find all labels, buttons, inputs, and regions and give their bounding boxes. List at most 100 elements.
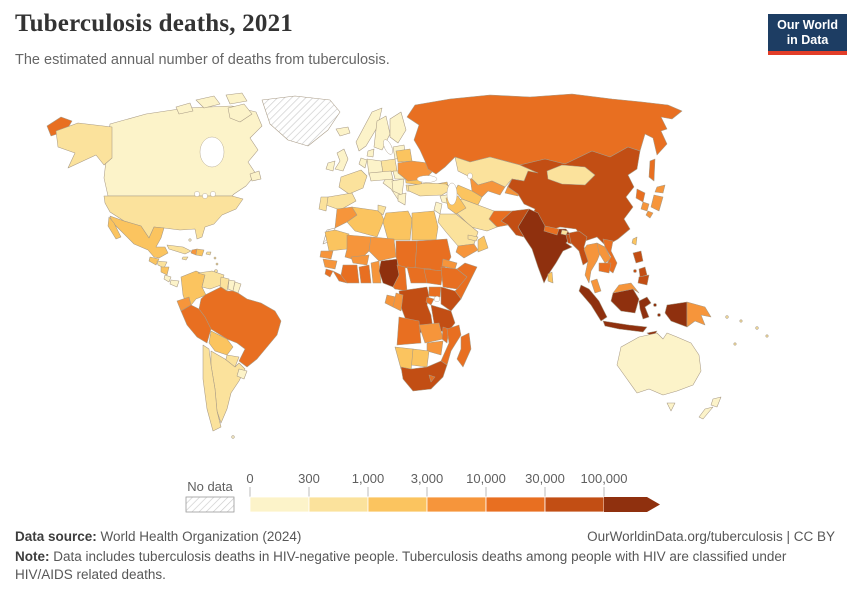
country-indonesia-maluku[interactable] bbox=[657, 313, 661, 317]
country-greenland[interactable] bbox=[261, 95, 341, 147]
country-canada-newfoundland[interactable] bbox=[249, 170, 262, 182]
country-mexico[interactable] bbox=[109, 215, 169, 259]
country-kenya[interactable] bbox=[440, 286, 462, 312]
country-niger[interactable] bbox=[368, 236, 397, 262]
country-peru[interactable] bbox=[180, 304, 212, 344]
country-burkina-faso[interactable] bbox=[350, 254, 370, 266]
country-malaysia-peninsula[interactable] bbox=[590, 278, 602, 294]
country-uganda[interactable] bbox=[428, 286, 442, 298]
country-costa-rica[interactable] bbox=[163, 274, 172, 283]
country-yemen[interactable] bbox=[455, 243, 479, 259]
country-lesser-antilles[interactable] bbox=[215, 262, 219, 266]
country-ireland[interactable] bbox=[325, 160, 336, 172]
country-russia-sakhalin[interactable] bbox=[648, 158, 656, 182]
country-guinea[interactable] bbox=[322, 258, 338, 270]
country-new-zealand-south[interactable] bbox=[698, 406, 714, 420]
country-tunisia[interactable] bbox=[377, 204, 387, 216]
legend-bin-4[interactable] bbox=[485, 496, 546, 513]
country-indonesia-sulawesi[interactable] bbox=[638, 296, 652, 320]
country-madagascar[interactable] bbox=[456, 332, 472, 368]
country-congo[interactable] bbox=[392, 292, 404, 312]
country-new-zealand-north[interactable] bbox=[710, 396, 722, 408]
legend-bin-5[interactable] bbox=[544, 496, 605, 513]
country-taiwan[interactable] bbox=[631, 236, 638, 246]
country-lesser-antilles[interactable] bbox=[213, 256, 217, 260]
country-oman[interactable] bbox=[477, 235, 489, 253]
country-mozambique[interactable] bbox=[440, 324, 462, 366]
country-jamaica[interactable] bbox=[181, 256, 189, 261]
legend-bin-0[interactable] bbox=[249, 496, 310, 513]
legend-bin-1[interactable] bbox=[308, 496, 369, 513]
country-indonesia-maluku[interactable] bbox=[653, 303, 657, 307]
country-pacific-island[interactable] bbox=[725, 315, 729, 319]
country-chad[interactable] bbox=[395, 240, 418, 270]
country-portugal[interactable] bbox=[318, 196, 329, 212]
country-japan-honshu[interactable] bbox=[650, 194, 664, 212]
country-central-europe[interactable] bbox=[368, 170, 394, 182]
country-canada[interactable] bbox=[103, 105, 263, 197]
country-guatemala[interactable] bbox=[148, 256, 160, 266]
country-falkland-islands[interactable] bbox=[231, 435, 235, 439]
owid-logo[interactable]: Our World in Data bbox=[768, 14, 847, 55]
country-venezuela[interactable] bbox=[197, 270, 225, 290]
legend-bin-2[interactable] bbox=[367, 496, 428, 513]
country-australia-tasmania[interactable] bbox=[666, 402, 676, 412]
country-usa-alaska[interactable] bbox=[55, 122, 113, 169]
legend-bin-6-arrow[interactable] bbox=[604, 497, 660, 512]
country-chile[interactable] bbox=[202, 344, 222, 432]
country-north-korea[interactable] bbox=[635, 188, 646, 203]
legend-no-data-swatch[interactable] bbox=[185, 496, 235, 513]
country-zimbabwe[interactable] bbox=[426, 340, 444, 356]
country-mexico-baja[interactable] bbox=[107, 216, 122, 240]
country-pacific-island[interactable] bbox=[755, 326, 759, 330]
country-senegal[interactable] bbox=[319, 250, 334, 260]
country-philippines-visayas[interactable] bbox=[638, 266, 648, 278]
country-mongolia[interactable] bbox=[546, 164, 596, 186]
country-denmark[interactable] bbox=[366, 148, 375, 158]
country-japan-hokkaido[interactable] bbox=[654, 184, 666, 194]
country-mauritania[interactable] bbox=[324, 229, 350, 252]
country-turkey[interactable] bbox=[407, 182, 453, 197]
country-canada-baffin-island[interactable] bbox=[227, 103, 253, 123]
country-finland[interactable] bbox=[389, 111, 407, 144]
country-cote-divoire[interactable] bbox=[340, 264, 360, 284]
country-indonesia-java[interactable] bbox=[602, 320, 648, 333]
country-cambodia[interactable] bbox=[598, 262, 612, 274]
country-greece[interactable] bbox=[397, 192, 407, 206]
country-uruguay[interactable] bbox=[236, 368, 248, 380]
owid-url-link[interactable]: OurWorldinData.org/tuberculosis bbox=[587, 529, 783, 544]
country-libya[interactable] bbox=[382, 210, 413, 241]
country-iceland[interactable] bbox=[335, 126, 351, 137]
country-papua-new-guinea[interactable] bbox=[686, 301, 712, 328]
country-belarus[interactable] bbox=[395, 148, 413, 163]
country-canada-arctic-island[interactable] bbox=[175, 102, 194, 115]
country-laos[interactable] bbox=[596, 242, 612, 264]
country-france[interactable] bbox=[338, 169, 368, 195]
country-ghana[interactable] bbox=[358, 264, 372, 284]
country-lesotho[interactable] bbox=[428, 374, 436, 383]
country-zambia[interactable] bbox=[418, 322, 444, 344]
country-indonesia-sumatra[interactable] bbox=[578, 284, 608, 322]
country-pacific-island[interactable] bbox=[765, 334, 769, 338]
country-jordan-israel[interactable] bbox=[433, 201, 443, 215]
country-united-kingdom[interactable] bbox=[334, 148, 349, 172]
country-angola[interactable] bbox=[396, 316, 422, 346]
country-pacific-island[interactable] bbox=[733, 342, 737, 346]
country-nepal[interactable] bbox=[543, 225, 560, 236]
country-togo-benin[interactable] bbox=[370, 260, 382, 284]
country-canada-arctic-island[interactable] bbox=[225, 92, 248, 105]
country-uae-qatar[interactable] bbox=[467, 234, 479, 242]
country-cuba[interactable] bbox=[166, 244, 192, 255]
country-japan-kyushu[interactable] bbox=[645, 210, 654, 219]
country-botswana[interactable] bbox=[410, 348, 430, 368]
country-australia[interactable] bbox=[616, 332, 702, 396]
country-bahamas[interactable] bbox=[188, 238, 192, 242]
country-panama[interactable] bbox=[169, 279, 180, 288]
country-philippines-mindanao[interactable] bbox=[637, 274, 650, 286]
country-dominican-republic[interactable] bbox=[195, 248, 205, 257]
country-sri-lanka[interactable] bbox=[547, 271, 554, 284]
country-philippines-island[interactable] bbox=[633, 269, 637, 273]
country-benelux[interactable] bbox=[358, 157, 368, 169]
country-puerto-rico[interactable] bbox=[205, 251, 212, 256]
legend-bin-3[interactable] bbox=[426, 496, 487, 513]
